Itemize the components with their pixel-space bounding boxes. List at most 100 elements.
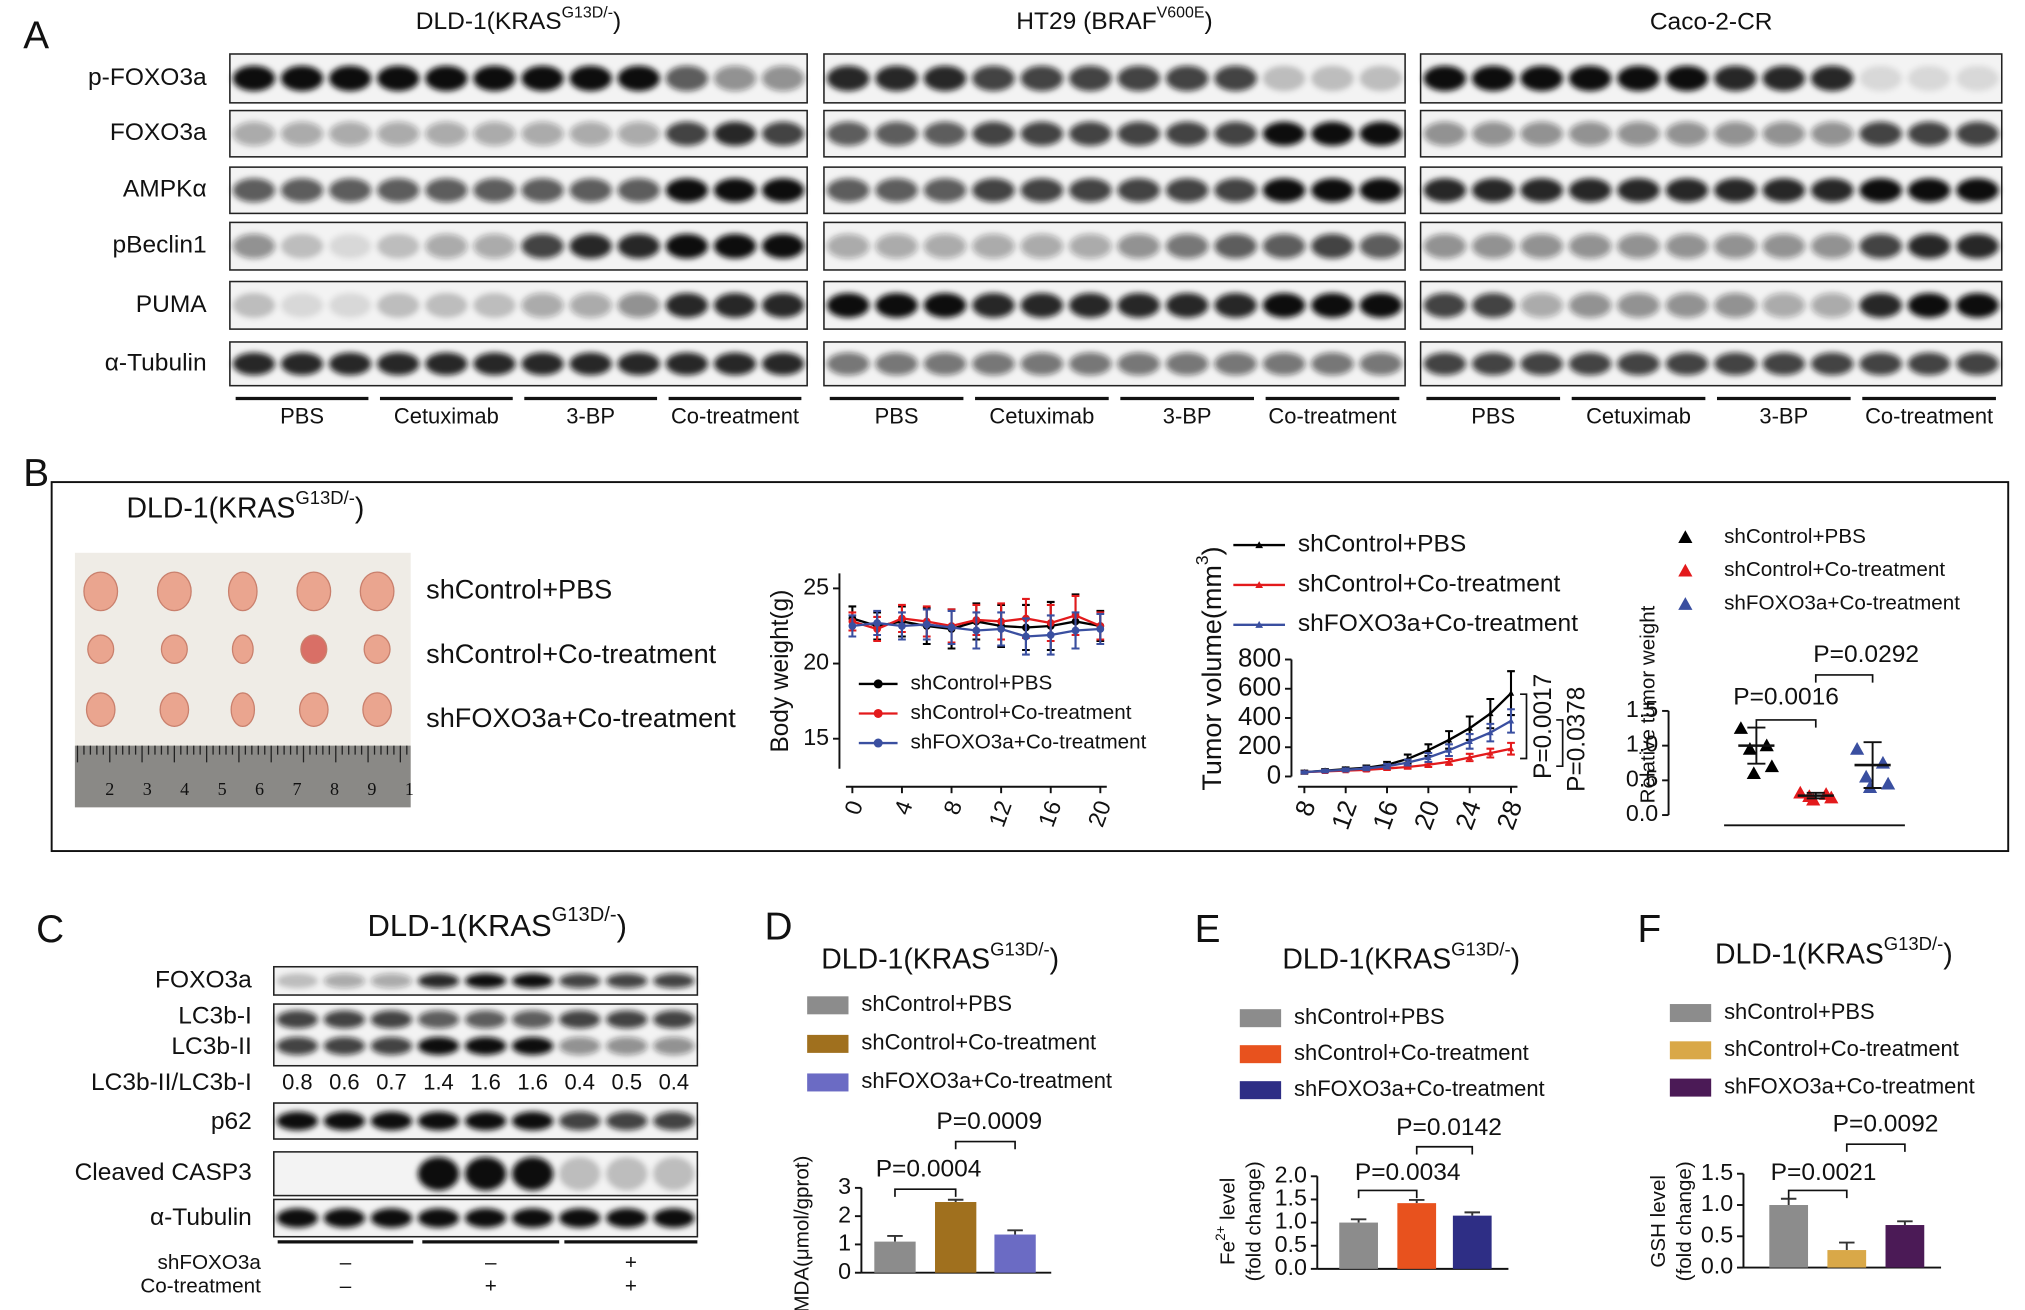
ratio-value: 0.4 — [564, 1070, 595, 1095]
ratio-value: 1.6 — [470, 1070, 501, 1095]
blot-band — [280, 65, 324, 92]
y-tick-label: 1.5 — [1275, 1185, 1307, 1211]
row-label: α-Tubulin — [105, 349, 207, 376]
blot-band — [1520, 352, 1563, 376]
blot-band — [1617, 65, 1660, 92]
blot-band — [1311, 178, 1354, 203]
legend-marker — [873, 708, 883, 718]
blot-band — [1214, 233, 1257, 259]
blot — [823, 280, 1406, 330]
blot-band — [875, 178, 918, 203]
data-point — [997, 625, 1006, 633]
blot-band — [1956, 178, 1999, 203]
blot-band — [370, 1036, 413, 1055]
text-part: ) — [355, 493, 364, 525]
y-tick-label: 200 — [1238, 732, 1281, 760]
blot-band — [521, 65, 564, 92]
blot-band — [464, 1036, 507, 1055]
blot-band — [1311, 233, 1354, 259]
blot — [229, 221, 808, 271]
blot-band — [713, 65, 757, 92]
x-tick-label: 12 — [1327, 797, 1363, 833]
y-tick-label: 0 — [838, 1258, 851, 1284]
blot-band — [569, 121, 612, 146]
y-axis-label: Body weight(g) — [767, 590, 794, 753]
y-tick-label: 25 — [803, 574, 829, 600]
blot-band — [665, 352, 709, 376]
y-tick-label: 800 — [1238, 644, 1281, 672]
blot-band — [761, 292, 805, 318]
legend-label: shControl+Co-treatment — [1298, 570, 1561, 597]
group-label: PBS — [280, 404, 324, 429]
bracket — [954, 1140, 1016, 1150]
blot-band — [464, 1010, 507, 1029]
photo-label: shControl+PBS — [426, 575, 612, 605]
blot-band — [370, 1208, 413, 1228]
blot-band — [606, 1157, 648, 1191]
y-tick-label: 1.0 — [1275, 1208, 1307, 1234]
blot-band — [1568, 65, 1612, 92]
blot-band — [1810, 292, 1854, 318]
y-tick-label: 3 — [838, 1173, 851, 1199]
error-bar — [1839, 1241, 1855, 1251]
panel-frame — [50, 481, 2010, 853]
group-label: Co-treatment — [1865, 404, 1993, 429]
blot-band — [875, 233, 918, 259]
blot-band — [1069, 178, 1112, 203]
blot-band — [559, 1208, 601, 1228]
blot-band — [280, 292, 324, 318]
text-part: Fe — [1217, 1241, 1240, 1265]
y-axis-label: Fe2+ level — [1213, 1178, 1240, 1265]
blot-band — [1956, 292, 1999, 318]
blot-band — [511, 973, 554, 989]
blot-band — [923, 121, 967, 146]
y-tick-label: 20 — [803, 649, 829, 675]
text-part: G13D/- — [295, 487, 354, 508]
blot-band — [617, 233, 660, 259]
group-label: 3-BP — [566, 404, 615, 429]
legend-swatch — [1239, 1045, 1282, 1064]
blot-band — [1165, 65, 1209, 92]
x-tick-label: 20 — [1083, 797, 1116, 830]
data-point — [1445, 736, 1453, 743]
condition-mark: – — [340, 1251, 352, 1274]
blot-band — [377, 352, 420, 376]
blot-band — [1907, 292, 1951, 318]
text-part: level — [1217, 1178, 1240, 1226]
blot-band — [1859, 178, 1902, 203]
data-point — [1507, 717, 1515, 724]
annotation: P=0.0092 — [1833, 1110, 1939, 1137]
blot-band — [569, 178, 612, 203]
blot-band — [370, 973, 413, 989]
blot-band — [1714, 233, 1757, 259]
blot-band — [328, 233, 372, 259]
group-label: Co-treatment — [1268, 404, 1396, 429]
blot-band — [1956, 65, 1999, 92]
y-tick-label: 600 — [1238, 674, 1281, 702]
blot-band — [1020, 233, 1064, 259]
blot-band — [1423, 352, 1467, 376]
blot-band — [1020, 65, 1064, 92]
blot-band — [923, 178, 967, 203]
annotation: P=0.0378 — [1564, 687, 1591, 792]
legend-label: shControl+Co-treatment — [1294, 1040, 1529, 1065]
blot-band — [1117, 352, 1161, 376]
blot-band — [559, 1157, 601, 1191]
blot-band — [417, 1111, 460, 1131]
blot-band — [1471, 65, 1515, 92]
blot-band — [377, 178, 420, 203]
blot-band — [665, 121, 709, 146]
blot-band — [1165, 292, 1209, 318]
ruler-number: 3 — [143, 779, 152, 799]
panel-label: F — [1638, 908, 1662, 951]
panel-label: C — [36, 908, 64, 951]
ruler-number: 4 — [180, 779, 189, 799]
blot-band — [1810, 178, 1854, 203]
data-point — [947, 623, 956, 632]
blot-band — [276, 1036, 319, 1055]
condition-mark: + — [625, 1251, 637, 1274]
bar — [1885, 1225, 1925, 1268]
row-label: LC3b-II — [171, 1033, 251, 1060]
blot-band — [1665, 292, 1709, 318]
data-point — [1445, 758, 1453, 765]
